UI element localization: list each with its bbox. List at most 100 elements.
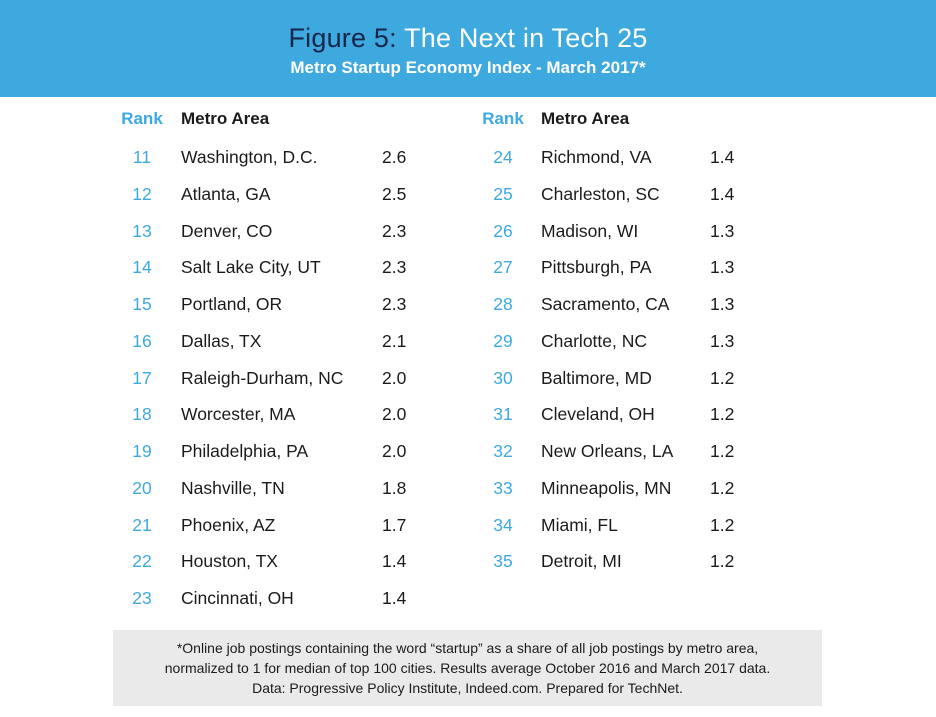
- table-row: 16 Dallas, TX 2.1: [0, 328, 936, 354]
- metro-cell: Sacramento, CA: [541, 294, 670, 314]
- rank-cell: 32: [493, 441, 513, 461]
- table-row: 20 Nashville, TN 1.8: [0, 475, 936, 501]
- table-row: 13 Denver, CO 2.3: [0, 218, 936, 244]
- table-row: 15 Portland, OR 2.3: [0, 291, 936, 317]
- rank-cell: 17: [132, 367, 152, 388]
- index-value-cell: 1.4: [710, 147, 735, 167]
- rank-cell: 15: [132, 294, 152, 314]
- metro-cell: Dallas, TX: [181, 330, 262, 351]
- metro-cell: Houston, TX: [181, 551, 278, 572]
- table-row: 30 Baltimore, MD 1.2: [0, 365, 936, 391]
- metro-cell: Portland, OR: [181, 294, 283, 314]
- index-value-cell: 2.5: [382, 183, 407, 204]
- table-row: 25 Charleston, SC 1.4: [0, 181, 936, 207]
- table-row: 24 Richmond, VA 1.4: [0, 144, 936, 170]
- index-value-cell: 2.3: [382, 294, 407, 314]
- table-row: 19 Philadelphia, PA 2.0: [0, 438, 936, 464]
- table-row: 21 Phoenix, AZ 1.7: [0, 512, 936, 538]
- table-row: 29 Charlotte, NC 1.3: [0, 328, 936, 354]
- table-row: 14 Salt Lake City, UT 2.3: [0, 254, 936, 280]
- index-value-cell: 2.3: [382, 220, 407, 241]
- metro-cell: Pittsburgh, PA: [541, 257, 652, 278]
- index-value-cell: 2.0: [382, 367, 407, 388]
- metro-header-right: Metro Area: [541, 109, 630, 128]
- metro-cell: Nashville, TN: [181, 477, 285, 498]
- metro-cell: Baltimore, MD: [541, 367, 652, 388]
- index-value-cell: 1.3: [710, 330, 735, 351]
- index-value-cell: 1.4: [382, 588, 407, 608]
- figure-subtitle: Metro Startup Economy Index - March 2017…: [290, 58, 646, 77]
- index-value-cell: 1.3: [710, 220, 735, 241]
- table-row: 22 Houston, TX 1.4: [0, 548, 936, 574]
- rank-cell: 28: [493, 294, 513, 314]
- table-row: 26 Madison, WI 1.3: [0, 218, 936, 244]
- table-row: 23 Cincinnati, OH 1.4: [0, 585, 936, 611]
- index-value-cell: 1.2: [710, 404, 735, 425]
- footnote-line-2: normalized to 1 for median of top 100 ci…: [164, 660, 771, 676]
- rank-cell: 12: [132, 183, 152, 204]
- index-value-cell: 2.0: [382, 404, 407, 425]
- metro-cell: Phoenix, AZ: [181, 514, 276, 535]
- metro-header-left: Metro Area: [181, 109, 270, 128]
- index-value-cell: 1.2: [710, 477, 735, 498]
- index-value-cell: 2.3: [382, 257, 407, 278]
- table-row: 33 Minneapolis, MN 1.2: [0, 475, 936, 501]
- footnote-line-3: Data: Progressive Policy Institute, Inde…: [252, 680, 683, 696]
- metro-cell: Miami, FL: [541, 514, 618, 535]
- table-row: 35 Detroit, MI 1.2: [0, 548, 936, 574]
- table-row: 27 Pittsburgh, PA 1.3: [0, 254, 936, 280]
- index-value-cell: 2.1: [382, 330, 407, 351]
- index-value-cell: 1.3: [710, 294, 735, 314]
- table-row: 18 Worcester, MA 2.0: [0, 401, 936, 427]
- metro-cell: Denver, CO: [181, 220, 273, 241]
- metro-cell: Charlotte, NC: [541, 330, 648, 351]
- table-row: 31 Cleveland, OH 1.2: [0, 401, 936, 427]
- rank-cell: 13: [132, 220, 152, 241]
- metro-cell: Madison, WI: [541, 220, 639, 241]
- metro-cell: Cleveland, OH: [541, 404, 655, 425]
- table-row: 11 Washington, D.C. 2.6: [0, 144, 936, 170]
- index-value-cell: 2.6: [382, 147, 407, 167]
- figure-title-prefix: Figure 5:: [288, 23, 397, 53]
- table-row: 12 Atlanta, GA 2.5: [0, 181, 936, 207]
- metro-cell: Salt Lake City, UT: [181, 257, 321, 278]
- table-row: 32 New Orleans, LA 1.2: [0, 438, 936, 464]
- metro-cell: Worcester, MA: [181, 404, 296, 425]
- rank-cell: 24: [493, 147, 513, 167]
- rank-cell: 20: [132, 477, 152, 498]
- table-row: 34 Miami, FL 1.2: [0, 512, 936, 538]
- rank-cell: 19: [132, 441, 152, 461]
- rank-cell: 23: [132, 588, 152, 608]
- rank-cell: 22: [132, 551, 152, 572]
- index-value-cell: 1.4: [710, 183, 735, 204]
- metro-cell: Detroit, MI: [541, 551, 622, 572]
- rank-cell: 29: [493, 330, 513, 351]
- index-value-cell: 1.7: [382, 514, 407, 535]
- rank-cell: 34: [493, 514, 513, 535]
- index-value-cell: 1.2: [710, 441, 735, 461]
- index-value-cell: 1.2: [710, 551, 735, 572]
- metro-cell: Richmond, VA: [541, 147, 652, 167]
- metro-cell: Washington, D.C.: [181, 147, 318, 167]
- index-value-cell: 1.3: [710, 257, 735, 278]
- rank-cell: 18: [132, 404, 152, 425]
- metro-cell: Raleigh-Durham, NC: [181, 367, 344, 388]
- rank-cell: 16: [132, 330, 152, 351]
- index-value-cell: 2.0: [382, 441, 407, 461]
- rank-header-right: Rank: [482, 109, 524, 128]
- index-value-cell: 1.8: [382, 477, 407, 498]
- rank-cell: 14: [132, 257, 152, 278]
- metro-cell: Cincinnati, OH: [181, 588, 294, 608]
- rank-cell: 30: [493, 367, 513, 388]
- table-row: 17 Raleigh-Durham, NC 2.0: [0, 365, 936, 391]
- rank-cell: 11: [132, 147, 152, 167]
- rank-cell: 31: [493, 404, 513, 425]
- metro-cell: Philadelphia, PA: [181, 441, 309, 461]
- metro-cell: Charleston, SC: [541, 183, 660, 204]
- metro-cell: New Orleans, LA: [541, 441, 674, 461]
- rank-header-left: Rank: [121, 109, 163, 128]
- rank-cell: 33: [493, 477, 513, 498]
- rank-cell: 21: [132, 514, 152, 535]
- rank-cell: 26: [493, 220, 513, 241]
- title-banner: Figure 5: The Next in Tech 25 Metro Star…: [0, 0, 936, 97]
